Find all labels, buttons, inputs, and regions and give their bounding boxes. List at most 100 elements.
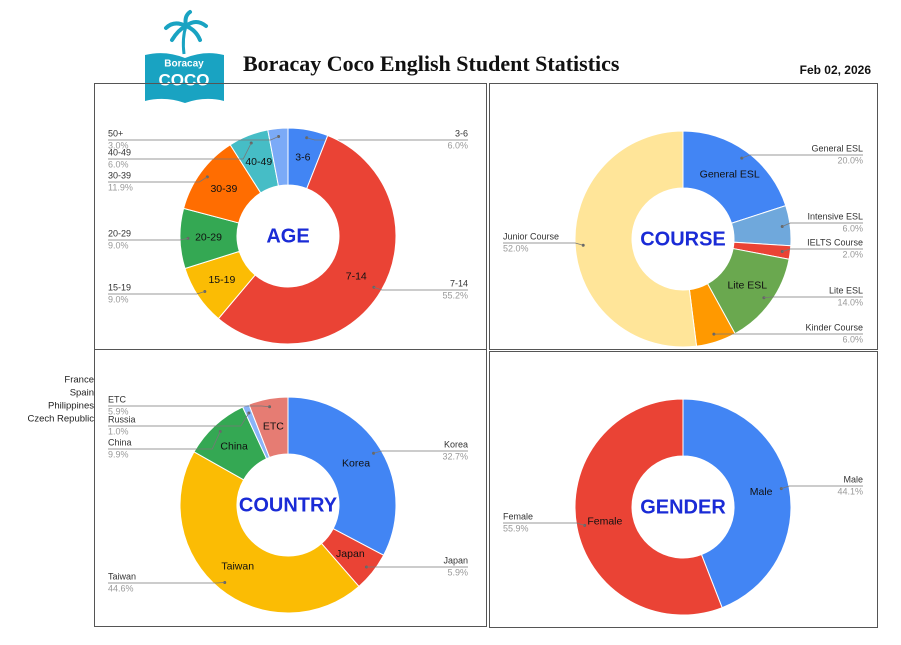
annotation: Czech Republic bbox=[27, 414, 94, 425]
donut-slice bbox=[574, 130, 698, 348]
callout-label: ETC bbox=[108, 394, 127, 404]
callout-label: Korea bbox=[444, 439, 468, 449]
callout-value: 32.7% bbox=[442, 451, 468, 461]
slice-label: 30-39 bbox=[210, 183, 237, 195]
slice-label: Taiwan bbox=[221, 560, 254, 572]
callout-value: 44.6% bbox=[108, 583, 134, 593]
leader-line bbox=[503, 522, 585, 526]
slice-label: China bbox=[220, 440, 248, 452]
donut-slice bbox=[179, 451, 360, 614]
callout-label: 40-49 bbox=[108, 147, 131, 157]
slice-label: Male bbox=[750, 486, 773, 498]
panel bbox=[489, 83, 878, 350]
slice-label: 15-19 bbox=[208, 274, 235, 286]
slice-label: 3-6 bbox=[295, 152, 310, 164]
callout-value: 11.9% bbox=[108, 182, 133, 192]
leader-line bbox=[108, 431, 221, 450]
annotation: France bbox=[64, 375, 94, 386]
callout-label: Kinder Course bbox=[805, 322, 863, 332]
donut-slice bbox=[287, 396, 397, 556]
leader-line bbox=[741, 154, 863, 159]
callout-label: General ESL bbox=[811, 143, 863, 153]
leader-line bbox=[373, 286, 468, 291]
leader-line bbox=[108, 405, 270, 408]
slice-label: 40-49 bbox=[245, 156, 272, 168]
logo-bottom: COCO bbox=[159, 70, 210, 89]
page-title: Boracay Coco English Student Statistics bbox=[243, 51, 620, 76]
annotation: Philippines bbox=[48, 401, 94, 412]
donut-slice bbox=[267, 127, 289, 187]
callout-value: 9.0% bbox=[108, 294, 129, 304]
leader-line bbox=[108, 582, 225, 584]
callout-label: Taiwan bbox=[108, 571, 136, 581]
slice-label: ETC bbox=[263, 421, 284, 433]
center-label: COUNTRY bbox=[239, 494, 338, 516]
logo: Boracay COCO bbox=[145, 10, 224, 103]
leader-line bbox=[373, 450, 468, 454]
leader-line bbox=[782, 248, 863, 252]
center-label: AGE bbox=[266, 225, 309, 247]
callout-label: Russia bbox=[108, 414, 136, 424]
slice-label: Korea bbox=[342, 458, 370, 470]
center-label: COURSE bbox=[640, 228, 726, 250]
callout-label: 7-14 bbox=[450, 278, 468, 288]
callout-label: IELTS Course bbox=[807, 237, 863, 247]
callout-label: 20-29 bbox=[108, 228, 131, 238]
callout-value: 6.0% bbox=[447, 140, 468, 150]
callout-value: 20.0% bbox=[837, 155, 863, 165]
leader-line bbox=[306, 137, 468, 141]
callout-label: China bbox=[108, 437, 132, 447]
callout-value: 6.0% bbox=[108, 159, 129, 169]
donut-slice bbox=[248, 396, 289, 459]
panel bbox=[94, 349, 487, 627]
slice-label: 20-29 bbox=[195, 232, 222, 244]
callout-value: 52.0% bbox=[503, 243, 529, 253]
callout-value: 1.0% bbox=[108, 426, 129, 436]
date: Feb 02, 2026 bbox=[800, 63, 872, 77]
leader-line bbox=[108, 412, 250, 427]
callout-value: 2.0% bbox=[842, 249, 863, 259]
callout-label: 15-19 bbox=[108, 282, 131, 292]
callout-label: Junior Course bbox=[503, 231, 559, 241]
donut-slice bbox=[682, 398, 792, 609]
leader-line bbox=[782, 222, 863, 227]
callout-label: Lite ESL bbox=[829, 285, 863, 295]
leader-line bbox=[503, 242, 584, 246]
donut-slice bbox=[574, 398, 723, 616]
callout-value: 6.0% bbox=[842, 223, 863, 233]
center-label: GENDER bbox=[640, 496, 726, 518]
callout-label: 3-6 bbox=[455, 128, 468, 138]
slice-label: Japan bbox=[336, 548, 365, 560]
leader-line bbox=[781, 485, 863, 489]
callout-value: 3.0% bbox=[108, 140, 129, 150]
callout-label: 50+ bbox=[108, 128, 123, 138]
callout-label: Male bbox=[843, 474, 863, 484]
logo-top: Boracay bbox=[164, 59, 204, 70]
callout-value: 5.9% bbox=[447, 567, 468, 577]
callout-label: Female bbox=[503, 511, 533, 521]
slice-label: General ESL bbox=[700, 168, 760, 180]
callout-value: 9.9% bbox=[108, 449, 129, 459]
leader-line bbox=[108, 176, 208, 183]
panel bbox=[489, 351, 878, 628]
callout-label: Intensive ESL bbox=[807, 211, 863, 221]
callout-label: 30-39 bbox=[108, 170, 131, 180]
leader-line bbox=[108, 136, 279, 141]
slice-label: Lite ESL bbox=[727, 280, 767, 292]
callout-value: 55.9% bbox=[503, 523, 529, 533]
callout-value: 14.0% bbox=[837, 297, 863, 307]
callout-value: 6.0% bbox=[842, 334, 863, 344]
slice-label: 7-14 bbox=[346, 271, 367, 283]
donut-slice bbox=[682, 130, 787, 224]
callout-value: 44.1% bbox=[837, 486, 863, 496]
slice-label: Female bbox=[587, 515, 622, 527]
callout-label: Japan bbox=[443, 555, 468, 565]
callout-value: 55.2% bbox=[442, 290, 468, 300]
donut-slice bbox=[217, 134, 397, 345]
leader-line bbox=[108, 291, 205, 295]
annotation: Spain bbox=[70, 388, 94, 399]
leader-line bbox=[763, 296, 863, 299]
leader-line bbox=[108, 237, 189, 241]
leader-line bbox=[108, 142, 252, 160]
